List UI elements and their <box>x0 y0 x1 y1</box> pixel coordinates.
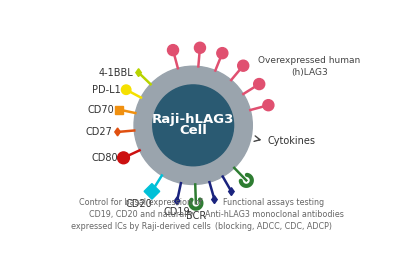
Text: Raji-hLAG3: Raji-hLAG3 <box>152 113 234 126</box>
Circle shape <box>153 85 234 166</box>
Circle shape <box>217 48 228 59</box>
Text: 4-1BBL: 4-1BBL <box>99 68 134 78</box>
Polygon shape <box>144 184 160 199</box>
Text: BCR: BCR <box>186 211 206 221</box>
Circle shape <box>122 85 131 94</box>
Circle shape <box>168 45 178 56</box>
Circle shape <box>238 60 249 71</box>
Circle shape <box>134 66 252 185</box>
Text: Functional assays testing
Anti-hLAG3 monoclonal antibodies
(blocking, ADCC, CDC,: Functional assays testing Anti-hLAG3 mon… <box>204 198 344 231</box>
Polygon shape <box>212 196 217 204</box>
Circle shape <box>194 42 206 53</box>
Text: CD27: CD27 <box>86 127 113 137</box>
Text: Overexpressed human
(h)LAG3: Overexpressed human (h)LAG3 <box>258 56 360 77</box>
Polygon shape <box>136 69 141 77</box>
Polygon shape <box>115 106 123 113</box>
Text: PD-L1: PD-L1 <box>92 85 121 95</box>
Text: CD20: CD20 <box>125 199 152 209</box>
Polygon shape <box>174 197 180 205</box>
Circle shape <box>118 152 130 164</box>
Polygon shape <box>115 128 120 136</box>
Text: Control for basal expression of
CD19, CD20 and naturally
expressed ICs by Raji-d: Control for basal expression of CD19, CD… <box>71 198 211 231</box>
Text: CD70: CD70 <box>87 104 114 114</box>
Text: CD80: CD80 <box>92 153 118 163</box>
Polygon shape <box>229 188 234 196</box>
Text: CD19: CD19 <box>164 207 190 217</box>
Circle shape <box>263 100 274 111</box>
Text: Cell: Cell <box>179 124 207 137</box>
Text: Cytokines: Cytokines <box>267 136 315 146</box>
Circle shape <box>254 79 265 90</box>
